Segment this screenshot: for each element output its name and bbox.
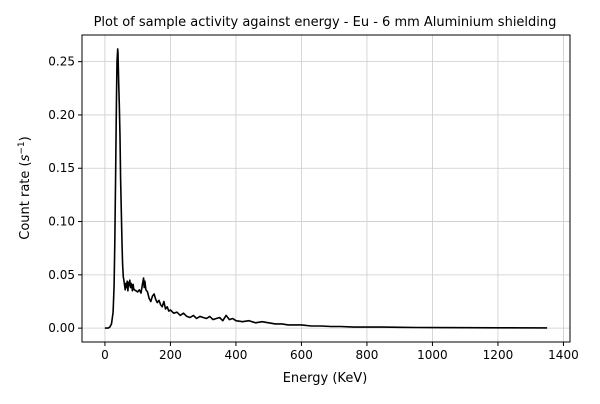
y-axis-ticks: 0.00 0.05 0.10 0.15 0.20 0.25 — [48, 55, 82, 335]
y-axis-label-exponent: −1 — [17, 141, 27, 154]
y-tick-label: 0.15 — [48, 161, 75, 175]
x-tick-label: 800 — [355, 348, 378, 362]
series-line — [105, 49, 547, 328]
x-axis-ticks: 0 200 400 600 800 1000 1200 1400 — [101, 342, 579, 362]
y-tick-label: 0.00 — [48, 321, 75, 335]
y-axis-label: Count rate (s−1) — [17, 136, 33, 240]
x-tick-label: 400 — [224, 348, 247, 362]
chart-title: Plot of sample activity against energy -… — [94, 15, 557, 30]
y-tick-label: 0.10 — [48, 215, 75, 229]
y-axis-label-main: Count rate ( — [18, 161, 33, 239]
x-tick-label: 1200 — [483, 348, 514, 362]
x-tick-label: 600 — [290, 348, 313, 362]
series-layer — [105, 49, 547, 328]
x-tick-label: 200 — [159, 348, 182, 362]
y-tick-label: 0.25 — [48, 55, 75, 69]
y-tick-label: 0.05 — [48, 268, 75, 282]
x-tick-label: 1000 — [417, 348, 448, 362]
y-tick-label: 0.20 — [48, 108, 75, 122]
x-tick-label: 0 — [101, 348, 109, 362]
x-tick-label: 1400 — [548, 348, 579, 362]
y-axis-label-close: ) — [18, 136, 33, 141]
x-axis-label: Energy (KeV) — [283, 371, 368, 386]
